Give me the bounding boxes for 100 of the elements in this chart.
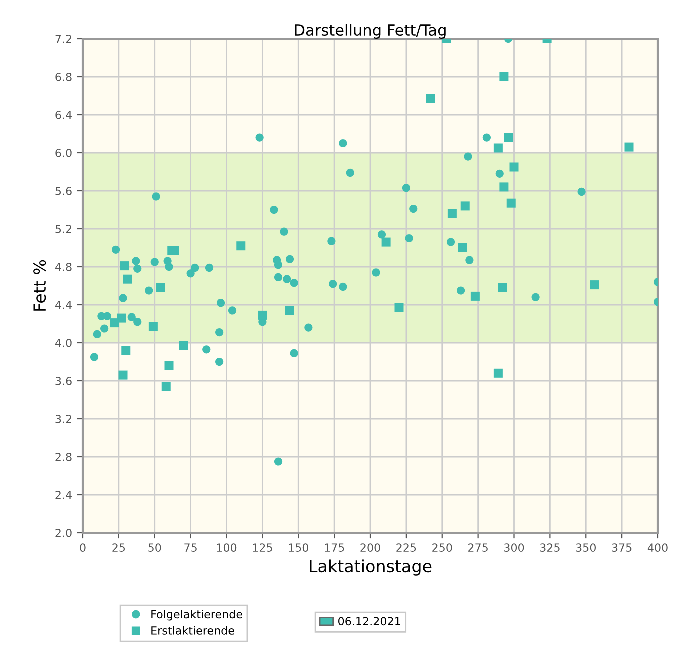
point — [186, 270, 195, 278]
point — [402, 184, 410, 192]
x-tick-label: 250 — [432, 544, 452, 552]
point — [128, 313, 136, 322]
y-tick-label: 4.0 — [55, 338, 72, 348]
point — [100, 324, 109, 333]
point — [93, 330, 102, 338]
point — [290, 279, 298, 288]
point — [510, 162, 519, 172]
y-tick-label: 2.0 — [56, 528, 72, 538]
point — [457, 286, 466, 295]
x-tick-label: 125 — [253, 544, 272, 552]
point — [378, 230, 386, 239]
point — [532, 293, 540, 302]
point — [270, 206, 278, 214]
point — [122, 346, 131, 356]
point — [286, 306, 294, 316]
point — [118, 370, 128, 380]
point — [112, 246, 120, 254]
x-tick-label: 400 — [648, 544, 668, 552]
point — [410, 205, 418, 214]
point — [506, 198, 516, 208]
x-tick-label: 50 — [148, 544, 162, 552]
point — [286, 255, 294, 264]
point — [274, 273, 283, 282]
point — [382, 238, 391, 247]
point — [466, 256, 474, 264]
x-tick-label: 150 — [289, 544, 308, 552]
legend-label: Folgelaktierende — [152, 610, 242, 621]
x-tick-label: 325 — [540, 544, 560, 552]
point — [179, 341, 188, 350]
point — [482, 134, 491, 142]
y-tick-label: 2.4 — [56, 490, 72, 500]
y-tick-label: 4.8 — [55, 262, 72, 272]
point — [394, 303, 404, 312]
point — [290, 349, 298, 358]
point — [145, 286, 154, 295]
point — [304, 324, 313, 332]
point — [504, 133, 513, 142]
point — [328, 237, 336, 246]
y-tick-label: 6.4 — [56, 110, 72, 120]
point — [256, 134, 264, 142]
legend-label: Erstlaktierende — [152, 626, 234, 635]
point — [110, 318, 120, 328]
point — [339, 139, 348, 148]
x-tick-label: 100 — [217, 544, 237, 552]
y-tick-label: 5.2 — [56, 224, 72, 234]
point — [202, 346, 211, 354]
y-tick-label: 3.2 — [56, 414, 72, 424]
point — [120, 262, 130, 271]
x-tick-label: 350 — [576, 544, 596, 552]
point — [132, 257, 140, 266]
x-axis-title: Laktationstage — [310, 560, 432, 576]
point — [372, 268, 380, 277]
point — [134, 318, 142, 326]
point — [258, 310, 268, 320]
point — [494, 368, 503, 378]
point — [448, 209, 457, 218]
x-tick-label: 225 — [396, 544, 416, 552]
point — [470, 292, 480, 301]
x-tick-label: 375 — [612, 544, 632, 552]
point — [624, 142, 634, 152]
point — [498, 283, 508, 292]
y-tick-label: 4.4 — [55, 301, 72, 310]
point — [339, 282, 348, 291]
y-tick-label: 7.2 — [56, 34, 72, 44]
x-tick-label: 0 — [80, 544, 86, 552]
chart-title: Darstellung Fett/Tag — [295, 24, 446, 39]
point — [191, 264, 200, 272]
point — [446, 238, 456, 246]
point — [283, 275, 292, 284]
point — [156, 283, 166, 292]
point — [590, 280, 600, 290]
point — [216, 358, 224, 366]
point — [123, 274, 132, 284]
x-tick-label: 175 — [325, 544, 344, 552]
point — [458, 244, 467, 252]
point — [228, 306, 237, 315]
point — [148, 322, 158, 332]
y-tick-label: 6.0 — [56, 148, 72, 158]
y-tick-label: 6.8 — [56, 72, 72, 82]
x-tick-label: 275 — [468, 544, 488, 552]
point — [134, 264, 142, 273]
point — [119, 294, 128, 302]
point — [329, 280, 338, 288]
point — [274, 458, 283, 466]
y-tick-label: 2.8 — [56, 452, 72, 462]
point — [216, 328, 224, 337]
point — [150, 258, 159, 266]
point — [405, 234, 414, 243]
point — [460, 202, 470, 211]
point — [280, 228, 288, 236]
point — [152, 192, 160, 201]
point — [205, 264, 214, 272]
point — [164, 361, 174, 370]
point — [496, 170, 504, 178]
point — [165, 262, 174, 272]
point — [274, 261, 283, 270]
point — [236, 242, 246, 251]
point — [346, 168, 354, 177]
